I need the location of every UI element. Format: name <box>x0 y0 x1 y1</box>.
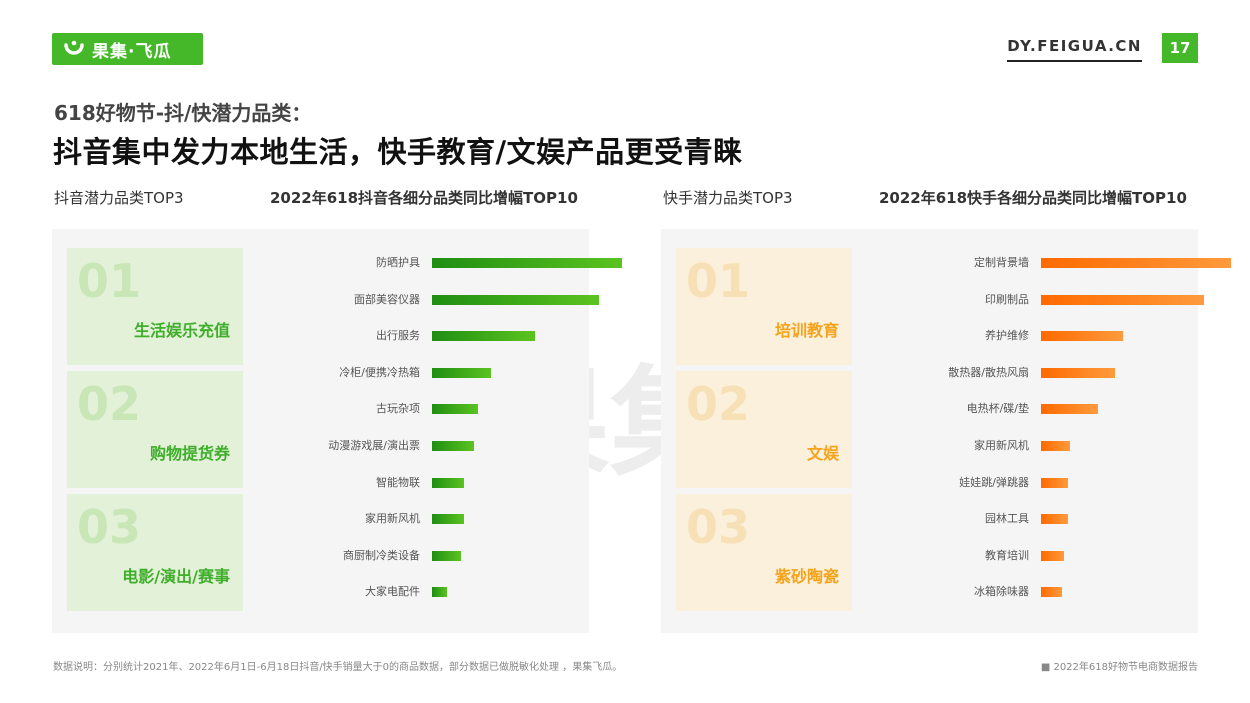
douyin-bar <box>432 367 491 378</box>
kuaishou-bar-label: 娃娃跳/弹跳器 <box>959 475 1029 489</box>
kuaishou-bar-row: 养护维修 <box>861 326 1191 346</box>
page-number: 17 <box>1162 33 1198 63</box>
douyin-bar <box>432 441 474 451</box>
kuaishou-bar <box>1041 477 1068 488</box>
douyin-bar <box>432 550 461 561</box>
douyin-chart-title: 2022年618抖音各细分品类同比增幅TOP10 <box>270 189 578 207</box>
douyin-bar-row: 冷柜/便携冷热箱 <box>252 363 582 383</box>
kuaishou-bar <box>1041 514 1068 525</box>
kuaishou-bar <box>1041 550 1064 561</box>
douyin-top3-label: 抖音潜力品类TOP3 <box>54 189 184 207</box>
kuaishou-bar-label: 定制背景墙 <box>974 256 1029 269</box>
rank-number: 02 <box>686 377 751 431</box>
douyin-bar-row: 商厨制冷类设备 <box>252 546 582 566</box>
douyin-bar <box>432 514 465 525</box>
douyin-bar-row: 大家电配件 <box>252 582 582 602</box>
category-name: 紫砂陶瓷 <box>774 567 839 586</box>
douyin-bar-label: 大家电配件 <box>365 585 420 599</box>
page-subtitle: 618好物节-抖/快潜力品类： <box>54 101 312 125</box>
douyin-bar-row: 出行服务 <box>252 326 582 346</box>
douyin-bar-label: 防晒护具 <box>376 256 420 269</box>
douyin-bar <box>432 331 535 342</box>
kuaishou-bar <box>1041 404 1098 415</box>
douyin-bar-row: 智能物联 <box>252 473 582 493</box>
kuaishou-bar-row: 家用新风机 <box>861 436 1191 456</box>
rank-number: 01 <box>686 254 751 308</box>
rank-number: 01 <box>77 254 142 308</box>
douyin-bar-row: 防晒护具 <box>252 253 622 273</box>
logo: 果集·飞瓜 <box>52 33 203 65</box>
logo-mark-icon <box>64 40 84 55</box>
douyin-bar-label: 商厨制冷类设备 <box>343 548 420 562</box>
kuaishou-bar-row: 定制背景墙 <box>861 253 1231 273</box>
kuaishou-bar-label: 教育培训 <box>985 548 1029 562</box>
category-name: 生活娱乐充值 <box>133 321 230 340</box>
kuaishou-chart-title: 2022年618快手各细分品类同比增幅TOP10 <box>879 189 1187 207</box>
logo-text: 果集·飞瓜 <box>92 41 172 62</box>
kuaishou-bar-label: 园林工具 <box>985 512 1029 526</box>
kuaishou-bar-row: 印刷制品 <box>861 290 1205 310</box>
kuaishou-bar <box>1041 367 1116 378</box>
category-name: 培训教育 <box>774 321 839 340</box>
kuaishou-bar-row: 教育培训 <box>861 546 1191 566</box>
kuaishou-bar-label: 家用新风机 <box>974 439 1029 452</box>
kuaishou-top-card-1: 01 培训教育 <box>676 248 852 365</box>
rank-number: 02 <box>77 377 142 431</box>
kuaishou-bar-row: 散热器/散热风扇 <box>861 363 1191 383</box>
kuaishou-top-card-3: 03 紫砂陶瓷 <box>676 494 852 611</box>
kuaishou-bar-row: 娃娃跳/弹跳器 <box>861 473 1191 493</box>
douyin-bar <box>432 587 448 598</box>
douyin-bar-label: 冷柜/便携冷热箱 <box>339 365 420 379</box>
kuaishou-bar <box>1041 587 1062 598</box>
kuaishou-top-card-2: 02 文娱 <box>676 371 852 488</box>
kuaishou-bar <box>1041 441 1070 451</box>
report-source: ■ 2022年618好物节电商数据报告 <box>1040 662 1198 673</box>
rank-number: 03 <box>77 500 142 554</box>
data-note: 数据说明：分别统计2021年、2022年6月1日-6月18日抖音/快手销量大于0… <box>53 662 623 673</box>
rank-number: 03 <box>686 500 751 554</box>
douyin-bar <box>432 294 600 305</box>
douyin-bar-label: 出行服务 <box>376 329 420 343</box>
kuaishou-bar-label: 养护维修 <box>985 329 1029 343</box>
douyin-panel: 01 生活娱乐充值 02 购物提货券 03 电影/演出/赛事 防晒护具面部美容仪… <box>52 229 622 633</box>
douyin-bar <box>432 404 478 415</box>
douyin-bar-row: 动漫游戏展/演出票 <box>252 436 582 456</box>
douyin-bar-label: 面部美容仪器 <box>354 292 420 306</box>
kuaishou-bar-label: 散热器/散热风扇 <box>948 365 1029 379</box>
category-name: 文娱 <box>806 444 839 463</box>
kuaishou-bar-label: 印刷制品 <box>985 292 1029 306</box>
douyin-bar-row: 古玩杂项 <box>252 399 582 419</box>
douyin-top-card-3: 03 电影/演出/赛事 <box>67 494 243 611</box>
kuaishou-bar-label: 冰箱除味器 <box>974 585 1029 599</box>
kuaishou-bar <box>1041 331 1123 342</box>
kuaishou-bar <box>1041 258 1231 268</box>
douyin-bar-chart: 防晒护具面部美容仪器出行服务冷柜/便携冷热箱古玩杂项动漫游戏展/演出票智能物联家… <box>252 229 622 633</box>
douyin-bar-row: 面部美容仪器 <box>252 290 600 310</box>
kuaishou-bar <box>1041 294 1205 305</box>
douyin-bar <box>432 477 465 488</box>
kuaishou-bar-row: 电热杯/碟/垫 <box>861 399 1191 419</box>
douyin-top-card-1: 01 生活娱乐充值 <box>67 248 243 365</box>
douyin-top-card-2: 02 购物提货券 <box>67 371 243 488</box>
douyin-bar-label: 动漫游戏展/演出票 <box>328 439 420 452</box>
douyin-bar <box>432 258 622 268</box>
douyin-bar-label: 古玩杂项 <box>376 402 420 416</box>
kuaishou-bar-label: 电热杯/碟/垫 <box>966 402 1029 416</box>
kuaishou-bar-row: 园林工具 <box>861 509 1191 529</box>
kuaishou-bar-chart: 定制背景墙印刷制品养护维修散热器/散热风扇电热杯/碟/垫家用新风机娃娃跳/弹跳器… <box>861 229 1231 633</box>
douyin-bar-label: 家用新风机 <box>365 512 420 526</box>
douyin-bar-row: 家用新风机 <box>252 509 582 529</box>
category-name: 购物提货券 <box>149 444 230 463</box>
category-name: 电影/演出/赛事 <box>122 567 230 586</box>
kuaishou-panel: 01 培训教育 02 文娱 03 紫砂陶瓷 定制背景墙印刷制品养护维修散热器/散… <box>661 229 1231 633</box>
kuaishou-top3-label: 快手潜力品类TOP3 <box>663 189 793 207</box>
kuaishou-bar-row: 冰箱除味器 <box>861 582 1191 602</box>
site-link[interactable]: DY.FEIGUA.CN <box>1007 37 1142 62</box>
douyin-bar-label: 智能物联 <box>376 475 420 489</box>
page-title: 抖音集中发力本地生活，快手教育/文娱产品更受青睐 <box>53 135 743 169</box>
